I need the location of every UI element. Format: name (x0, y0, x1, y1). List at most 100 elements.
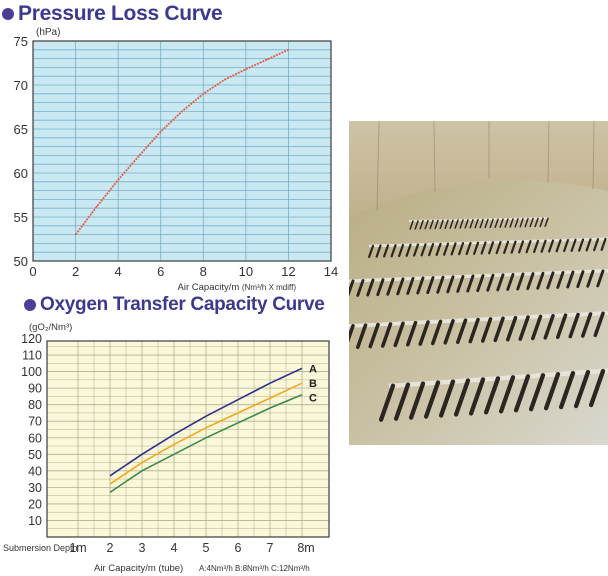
x-tick-label: 14 (324, 264, 338, 279)
diffuser-tube (409, 220, 414, 230)
diffuser-tube (444, 219, 449, 229)
plot-area (33, 41, 331, 261)
diffuser-tube (414, 220, 419, 230)
oxygen-transfer-title: Oxygen Transfer Capacity Curve (40, 294, 325, 315)
pressure-loss-chart: 50 55 60 65 70 75 0 2 4 6 8 10 12 14 (hPa) Air Capacity… (14, 27, 339, 292)
diffuser-tube (426, 276, 435, 295)
diffuser-tube (368, 244, 375, 258)
y-axis-label: (hPa) (36, 27, 60, 38)
diffuser-tube (380, 322, 393, 348)
series-line-b (109, 382, 303, 485)
data-point (181, 110, 183, 112)
diffuser-tube (405, 243, 412, 257)
x-tick-label: 2 (107, 541, 114, 555)
diffuser-tube (438, 379, 456, 418)
data-point (202, 93, 204, 95)
diffuser-tube (429, 219, 434, 230)
x-axis-label-main: Air Capacity/m (178, 282, 242, 292)
x-tick-label: 7 (267, 541, 274, 555)
diffuser-tube (570, 238, 577, 252)
diffuser-tube (446, 275, 455, 294)
bullet-icon (2, 8, 14, 20)
diffuser-tube (405, 320, 418, 347)
diffuser-tube (556, 313, 568, 339)
diffuser-tube (393, 382, 411, 421)
diffuser-tube (386, 277, 395, 296)
diffuser-tube (539, 217, 544, 228)
diffuser-tube (469, 218, 474, 229)
diffuser-tube (506, 272, 515, 291)
y-tick-label: 120 (21, 332, 42, 346)
x-tick-label: 4 (171, 541, 178, 555)
diffuser-tube (418, 320, 430, 346)
diffuser-tube (474, 218, 479, 229)
diffuser-tube (518, 240, 525, 254)
diffuser-tube (483, 376, 501, 415)
diffuser-tube (548, 239, 555, 253)
oxygen-transfer-heading: Oxygen Transfer Capacity Curve (24, 294, 325, 316)
pressure-loss-title: Pressure Loss Curve (18, 2, 223, 25)
diffuser-tube (443, 242, 450, 256)
diffuser-tube (356, 323, 368, 349)
diffuser-tube (390, 244, 397, 258)
diffuser-tube (558, 370, 576, 410)
y-tick-label: 60 (14, 166, 28, 181)
bullet-icon (24, 299, 36, 311)
diffuser-tube (479, 218, 484, 229)
data-point (96, 205, 98, 208)
diffuser-tube (398, 243, 405, 258)
diffuser-tube (509, 218, 514, 228)
diffuser-tube (585, 238, 592, 252)
oxygen-transfer-chart: 10 20 30 40 50 60 70 80 90 100 110 120 1m 2 3 4 5 6 7 8m (gO… (3, 322, 330, 574)
diffuser-tube (566, 270, 575, 289)
diffuser-tube (586, 269, 595, 288)
diffuser-tube (516, 272, 525, 291)
x-tick-label: 5 (203, 541, 210, 555)
diffuser-tube (504, 218, 509, 228)
data-point (74, 234, 77, 236)
diffuser-tube (443, 319, 455, 345)
y-tick-label: 80 (28, 398, 42, 412)
diffuser-tube (546, 271, 555, 290)
diffuser-tube (533, 239, 540, 254)
series-line-a (109, 367, 303, 477)
series-label-a: A (309, 363, 317, 375)
diffuser-tube (499, 218, 504, 228)
diffuser-tube (468, 377, 486, 416)
diffuser-tube (493, 316, 505, 343)
diffuser-tube (498, 375, 516, 414)
diffuser-tube (503, 240, 510, 254)
diffuser-tube (466, 274, 475, 293)
diffuser-tube (473, 241, 480, 255)
diffuser-tube (576, 270, 585, 289)
diffuser-tube (573, 369, 591, 409)
diffuser-tube (510, 240, 517, 254)
diffuser-tube (513, 374, 531, 413)
diffuser-tube (506, 315, 518, 342)
x-tick-label: 0 (29, 264, 36, 279)
diffuser-tube (393, 321, 405, 348)
diffuser-tube (419, 219, 424, 230)
diffuser-tube (396, 277, 405, 296)
diffuser-tube (428, 242, 435, 257)
diffuser-tube (494, 218, 499, 228)
diffuser-tube (378, 383, 396, 422)
diffuser-tube (578, 238, 585, 252)
diffuser-tube (481, 317, 493, 343)
data-point (223, 79, 226, 81)
x-tick-label: 6 (235, 541, 242, 555)
series-label-b: B (309, 378, 317, 390)
diffuser-tube (480, 241, 487, 255)
y-tick-label: 50 (14, 254, 28, 269)
diffuser-tube (459, 219, 464, 229)
diffuser-tube (536, 271, 545, 290)
diffuser-tube (543, 372, 561, 411)
diffuser-tube (563, 238, 570, 253)
data-point (266, 58, 268, 61)
y-tick-label: 75 (14, 34, 28, 49)
submersion-depth-label: Submersion Depth (3, 543, 78, 553)
diffuser-tube (416, 276, 425, 295)
diffuser-tube (556, 270, 565, 289)
y-tick-label: 50 (28, 448, 42, 462)
data-point (245, 68, 247, 70)
